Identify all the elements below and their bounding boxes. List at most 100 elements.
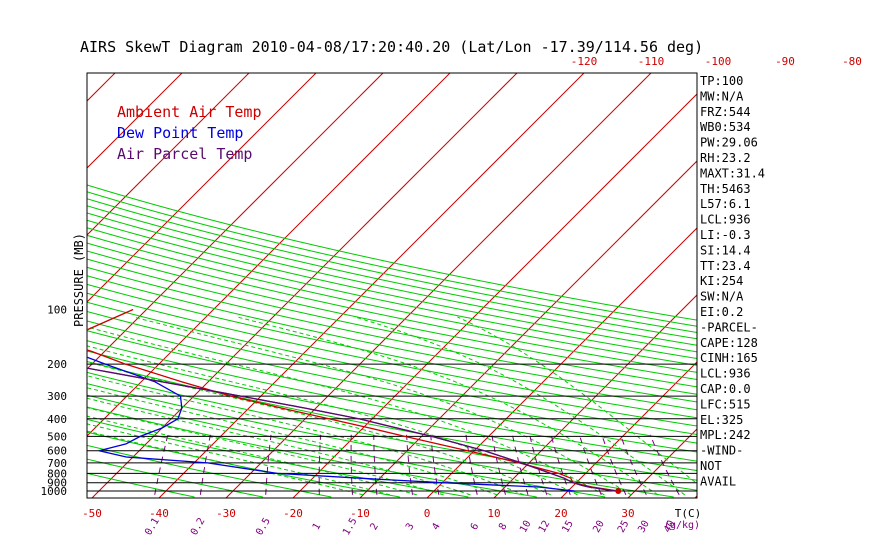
dry-adiabat-line (87, 361, 697, 481)
mixing-ratio-tick-label: 12 (537, 519, 553, 535)
index-label: L57:6.1 (700, 197, 751, 211)
mixing-ratio-line (199, 434, 211, 495)
index-label: AVAIL (700, 474, 736, 488)
moist-adiabat-line (87, 345, 578, 496)
isotherm-line (87, 73, 317, 303)
dry-adiabat-line (87, 350, 697, 472)
index-label: CAP:0.0 (700, 382, 751, 396)
dry-adiabat-line (87, 234, 697, 366)
index-label: RH:23.2 (700, 151, 751, 165)
bottom-temp-tick-label: -10 (350, 507, 370, 520)
dry-adiabat-line (87, 258, 697, 388)
moist-adiabat-line (87, 361, 551, 496)
mixing-ratio-tick-label: 25 (616, 519, 632, 535)
dry-adiabat-line (87, 394, 606, 498)
dry-adiabat-line (87, 371, 697, 491)
isotherm-line (87, 73, 183, 169)
dry-adiabat-line (87, 184, 697, 321)
index-label: -WIND- (700, 444, 743, 458)
moist-adiabat-line (457, 316, 697, 485)
top-temp-tick-label: -120 (571, 55, 598, 68)
pressure-tick-label: 500 (47, 430, 67, 443)
mixing-ratio-tick-label: 8 (497, 521, 510, 532)
mixing-ratio-tick-label: 20 (591, 519, 607, 535)
dry-adiabat-line (87, 227, 697, 360)
index-label: NOT (700, 459, 722, 473)
isotherm-line (87, 73, 250, 236)
bottom-temp-tick-label: 20 (554, 507, 567, 520)
isobar-lines (86, 72, 698, 499)
index-label: -PARCEL- (700, 320, 758, 334)
dry-adiabat-line (87, 242, 697, 373)
index-label: MPL:242 (700, 428, 751, 442)
chart-title: AIRS SkewT Diagram 2010-04-08/17:20:40.2… (80, 38, 703, 56)
moist-adiabat-line (133, 316, 632, 496)
isotherm-line (493, 294, 697, 498)
isotherm-line (87, 73, 384, 370)
top-temp-tick-label: -100 (705, 55, 732, 68)
mixing-ratio-line (318, 434, 322, 495)
mixing-ratio-line (578, 434, 602, 496)
isotherm-line (762, 73, 870, 498)
mixing-ratio-tick-label: 0.2 (189, 516, 208, 537)
pressure-tick-label: 800 (47, 467, 67, 480)
mixing-ratio-line (373, 434, 378, 495)
dry-adiabat-line (87, 406, 537, 498)
index-label: FRZ:544 (700, 105, 751, 119)
mixing-ratio-line (649, 434, 680, 496)
bottom-temp-tick-label: 0 (424, 507, 431, 520)
mixing-ratio-line (465, 434, 478, 495)
parcel-temp-line-smooth (87, 367, 615, 492)
top-temp-tick-label: -110 (638, 55, 665, 68)
mixing-ratio-line (512, 434, 529, 495)
mixing-ratio-tick-label: 0.5 (254, 516, 273, 537)
dry-adiabat-line (87, 198, 697, 333)
pressure-tick-label: 300 (47, 390, 67, 403)
dry-adiabat-line (87, 310, 697, 435)
dry-adiabat-line (87, 205, 697, 340)
index-label: CINH:165 (700, 351, 758, 365)
plot-frame (86, 72, 698, 499)
mixing-ratio-line (550, 434, 571, 495)
pressure-tick-label: 900 (47, 477, 67, 490)
mixing-ratio-tick-label: 15 (560, 519, 576, 535)
index-label: TP:100 (700, 74, 743, 88)
index-label: CAPE:128 (700, 336, 758, 350)
pressure-tick-label: 100 (47, 303, 67, 316)
top-temp-tick-label: -90 (775, 55, 795, 68)
isotherm-line (560, 361, 697, 498)
bottom-temp-tick-label: -30 (216, 507, 236, 520)
isotherm-line (87, 73, 451, 437)
isotherm-line (0, 73, 48, 498)
dry-adiabat-line (87, 219, 697, 353)
index-label: MAXT:31.4 (700, 166, 765, 180)
bottom-temp-tick-label: -40 (149, 507, 169, 520)
dry-adiabat-line (87, 250, 697, 381)
pressure-tick-label: 400 (47, 413, 67, 426)
mixing-ratio-line (406, 434, 413, 495)
mixing-ratio-line (265, 434, 272, 495)
isotherm-line (829, 73, 870, 498)
y-axis-label: PRESSURE (MB) (72, 233, 86, 327)
dry-adiabat-line (87, 191, 697, 327)
index-label: KI:254 (700, 274, 743, 288)
mixing-ratio-tick-label: 2 (368, 521, 381, 532)
mixing-ratio-line (529, 434, 548, 495)
moist-adiabat-line (87, 415, 417, 496)
bottom-temp-tick-label: -50 (82, 507, 102, 520)
index-label: SW:N/A (700, 290, 744, 304)
moist-adiabat-line (237, 316, 659, 496)
mixing-ratio-line (619, 434, 647, 496)
index-label: MW:N/A (700, 89, 744, 103)
dry-adiabat-line (87, 383, 674, 498)
dry-adiabat-line (87, 320, 697, 444)
legend-entry-ambient: Ambient Air Temp (117, 103, 262, 121)
profile-series (87, 308, 622, 494)
pressure-tick-label: 700 (47, 457, 67, 470)
legend-entry-dewpoint: Dew Point Temp (117, 124, 243, 142)
top-temp-tick-label: -80 (842, 55, 862, 68)
mixing-ratio-unit-label: (g/kg) (664, 520, 700, 531)
isotherm-line (359, 160, 697, 498)
